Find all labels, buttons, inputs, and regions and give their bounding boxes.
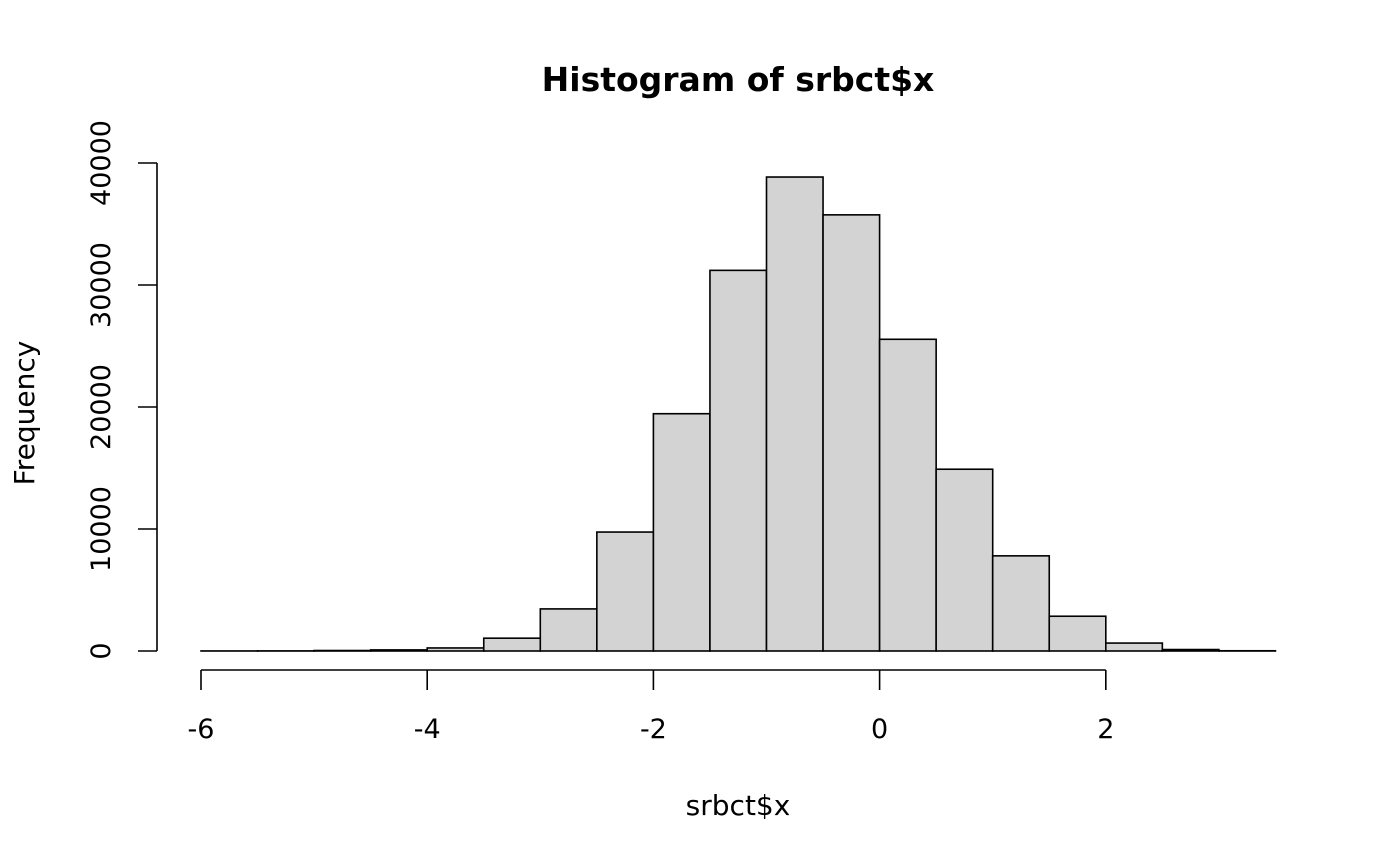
x-axis: -6 -4 -2 0 2	[188, 669, 1114, 745]
histogram-bar	[482, 637, 542, 652]
histogram-bar	[369, 649, 428, 652]
histogram-bar	[822, 214, 881, 652]
x-tick-label: 2	[1097, 714, 1114, 745]
histogram-bar	[539, 608, 598, 652]
y-tick-label: 20000	[86, 364, 117, 450]
bars-group	[200, 176, 1277, 652]
histogram-bar	[878, 338, 937, 652]
y-tick-label: 40000	[86, 120, 117, 206]
histogram-bar	[709, 269, 768, 652]
histogram-bar	[652, 412, 711, 652]
x-tick-label: 0	[871, 714, 888, 745]
y-tick-label: 30000	[86, 242, 117, 328]
y-axis: 0 10000 20000 30000 40000	[86, 120, 158, 660]
histogram-bar	[426, 647, 485, 652]
histogram-bar	[1105, 642, 1164, 652]
x-tick-label: -2	[640, 714, 667, 745]
x-tick-label: -4	[414, 714, 441, 745]
y-tick-label: 10000	[86, 486, 117, 572]
x-tick-label: -6	[188, 714, 215, 745]
chart-title: Histogram of srbct$x	[542, 60, 935, 99]
y-axis-label: Frequency	[8, 341, 41, 486]
histogram-bar	[765, 176, 824, 652]
histogram-bar	[935, 468, 994, 652]
x-axis-label: srbct$x	[686, 789, 791, 822]
histogram-bar	[596, 531, 655, 652]
histogram-bar	[991, 555, 1051, 652]
y-tick-label: 0	[86, 642, 117, 659]
histogram-bar	[1161, 648, 1220, 652]
histogram-bar	[1048, 615, 1107, 652]
